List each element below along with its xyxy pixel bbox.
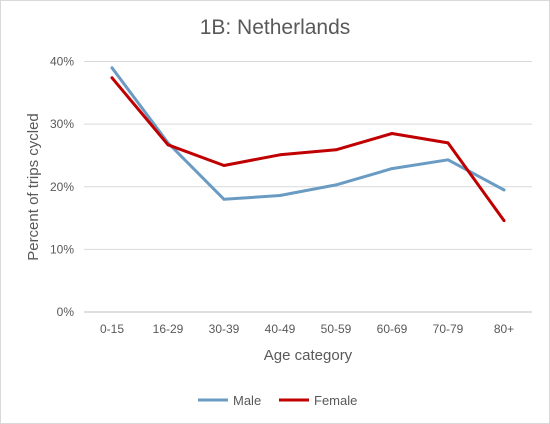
x-tick-label: 40-49 <box>265 322 296 336</box>
series-line-male <box>112 68 504 200</box>
x-tick-label: 30-39 <box>209 322 240 336</box>
y-tick-label: 20% <box>50 180 74 194</box>
data-point-male <box>335 183 338 186</box>
data-point-male <box>447 158 450 161</box>
x-tick-label: 70-79 <box>433 322 464 336</box>
chart-title: 1B: Netherlands <box>200 16 351 39</box>
y-tick-label: 0% <box>57 305 75 319</box>
legend: Male Female <box>198 393 357 408</box>
x-tick-label: 60-69 <box>377 322 408 336</box>
data-point-female <box>391 132 394 135</box>
legend-label-male: Male <box>233 393 261 408</box>
data-point-female <box>447 142 450 145</box>
data-point-male <box>279 194 282 197</box>
gridlines <box>84 62 532 313</box>
data-point-female <box>111 76 114 79</box>
legend-label-female: Female <box>314 393 357 408</box>
data-point-male <box>111 66 114 69</box>
data-point-female <box>223 164 226 167</box>
data-point-male <box>391 167 394 170</box>
data-point-female <box>279 153 282 156</box>
data-point-male <box>503 188 506 191</box>
x-tick-label: 50-59 <box>321 322 352 336</box>
series-lines <box>111 66 506 222</box>
data-point-female <box>503 219 506 222</box>
y-axis-tick-labels: 0% 10% 20% 30% 40% <box>50 55 74 320</box>
y-axis-title: Percent of trips cycled <box>25 113 42 261</box>
y-tick-label: 30% <box>50 117 74 131</box>
x-tick-label: 80+ <box>494 322 514 336</box>
x-tick-label: 0-15 <box>100 322 124 336</box>
x-axis-tick-labels: 0-15 16-29 30-39 40-49 50-59 60-69 70-79 80+ <box>100 322 514 336</box>
y-tick-label: 40% <box>50 55 74 69</box>
y-tick-label: 10% <box>50 242 74 256</box>
data-point-female <box>335 148 338 151</box>
series-line-female <box>112 78 504 221</box>
data-point-female <box>167 143 170 146</box>
x-axis-title: Age category <box>264 347 353 364</box>
x-tick-label: 16-29 <box>153 322 184 336</box>
data-point-male <box>223 198 226 201</box>
